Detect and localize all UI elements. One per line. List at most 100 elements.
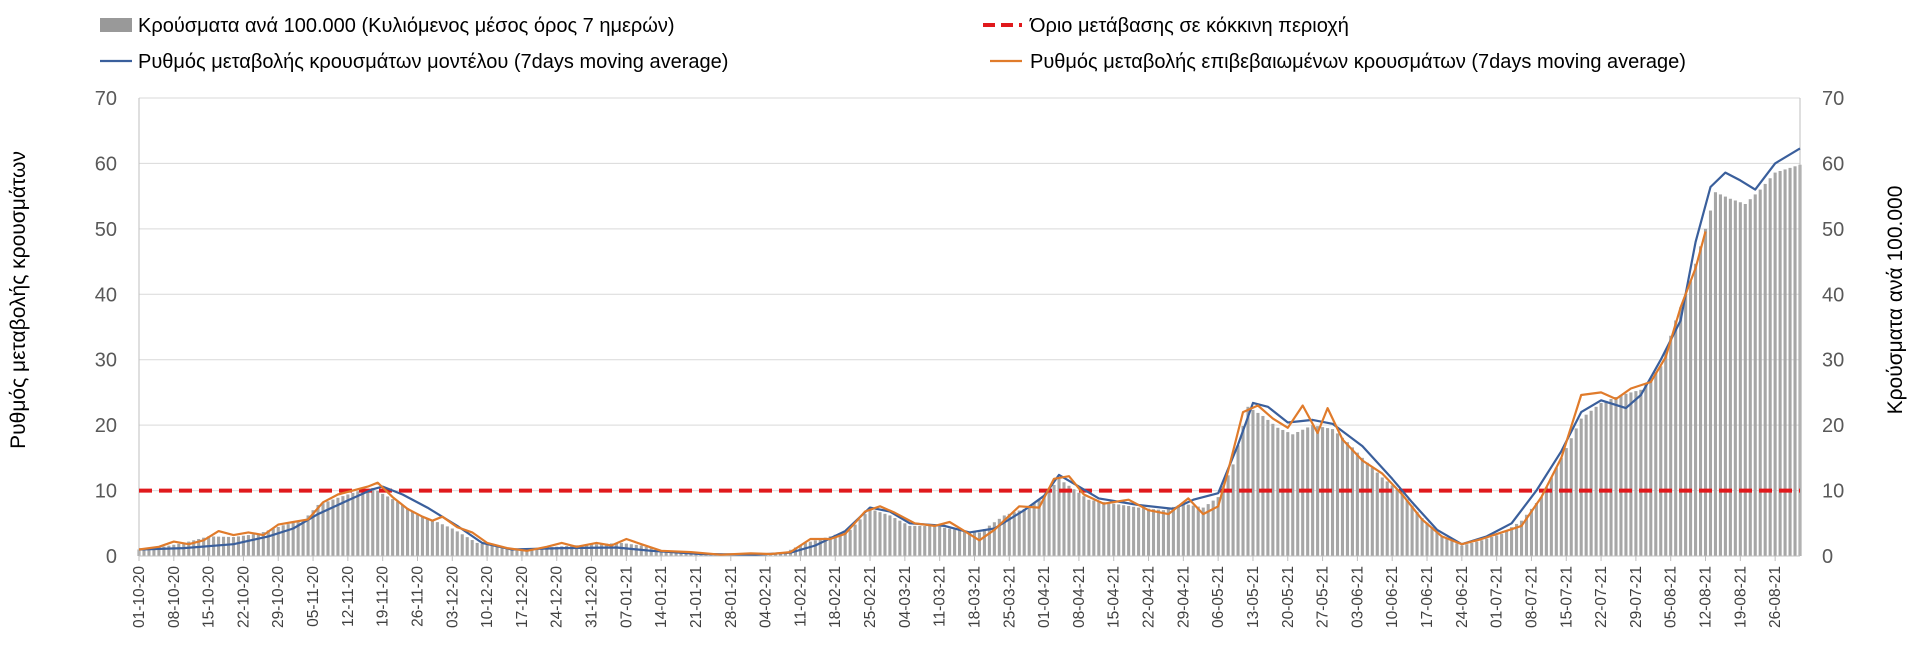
- x-tick-label-3: 22-10-20: [235, 566, 252, 628]
- bar-42: [346, 494, 350, 556]
- bar-256: [1410, 505, 1414, 556]
- bar-219: [1226, 475, 1230, 556]
- bar-267: [1465, 544, 1469, 556]
- bar-156: [913, 525, 917, 556]
- bar-75: [510, 548, 514, 556]
- bar-277: [1514, 523, 1519, 556]
- x-tick-label-27: 08-04-21: [1071, 566, 1088, 628]
- bar-252: [1390, 485, 1394, 556]
- bar-244: [1350, 447, 1354, 556]
- bar-161: [938, 526, 942, 556]
- bar-276: [1510, 527, 1514, 556]
- bar-287: [1564, 448, 1568, 556]
- bar-150: [883, 513, 887, 556]
- x-tick-label-14: 07-01-21: [618, 566, 635, 628]
- axes: [138, 98, 1801, 557]
- bar-series-cases-per-100k: [137, 164, 1802, 557]
- bar-143: [848, 529, 852, 556]
- bar-329: [1773, 172, 1777, 557]
- y-axis-right-title: Κρούσματα ανά 100.000: [1884, 186, 1907, 415]
- bar-92: [594, 544, 599, 556]
- bar-137: [818, 538, 822, 556]
- bar-285: [1554, 467, 1558, 556]
- legend-label-model-line: Ρυθμός μεταβολής κρουσμάτων μοντέλου (7d…: [138, 51, 728, 73]
- bar-6: [167, 545, 171, 556]
- bar-226: [1261, 415, 1265, 556]
- bar-258: [1420, 518, 1424, 556]
- bar-245: [1355, 452, 1359, 556]
- legend: Κρούσματα ανά 100.000 (Κυλιόμενος μέσος …: [100, 15, 1686, 73]
- bar-280: [1529, 508, 1533, 556]
- bar-93: [599, 543, 604, 556]
- x-tick-label-22: 04-03-21: [897, 566, 914, 628]
- bar-231: [1286, 432, 1290, 556]
- bar-241: [1335, 433, 1340, 556]
- bar-278: [1519, 520, 1524, 556]
- bar-218: [1221, 486, 1225, 556]
- bar-96: [614, 543, 618, 556]
- bar-213: [1196, 506, 1200, 556]
- bar-84: [555, 546, 559, 556]
- bar-40: [336, 497, 340, 556]
- bar-1: [142, 548, 146, 556]
- bar-175: [1007, 513, 1011, 556]
- bar-189: [1077, 492, 1081, 556]
- legend-item-threshold: Όριο μετάβασης σε κόκκινη περιοχή: [983, 15, 1349, 37]
- bar-54: [406, 508, 410, 556]
- bar-236: [1311, 425, 1315, 556]
- bar-88: [575, 545, 579, 556]
- bar-230: [1281, 429, 1285, 556]
- bar-217: [1216, 497, 1220, 556]
- bar-193: [1097, 501, 1101, 556]
- bar-158: [923, 525, 927, 556]
- bar-171: [987, 525, 991, 556]
- x-tick-label-8: 26-11-20: [410, 566, 427, 627]
- bar-177: [1017, 510, 1021, 556]
- bar-286: [1559, 457, 1563, 556]
- bar-140: [833, 534, 837, 556]
- bar-157: [918, 525, 922, 556]
- bar-227: [1266, 419, 1270, 556]
- bar-169: [977, 532, 981, 556]
- bar-326: [1758, 189, 1762, 556]
- bar-43: [351, 492, 355, 556]
- y-axis-left-ticks: 0 10 20 30 40 50 60 70: [95, 88, 117, 568]
- bar-45: [361, 490, 365, 556]
- bar-300: [1629, 392, 1633, 556]
- bar-164: [953, 529, 957, 556]
- bar-99: [629, 544, 633, 556]
- x-tick-label-12: 24-12-20: [549, 566, 566, 628]
- bar-167: [967, 531, 972, 556]
- bar-144: [853, 524, 857, 556]
- x-tick-label-37: 17-06-21: [1419, 566, 1436, 628]
- bar-206: [1161, 510, 1165, 556]
- bar-192: [1092, 500, 1096, 556]
- bar-3: [152, 547, 156, 556]
- bar-246: [1360, 457, 1364, 556]
- x-tick-label-40: 08-07-21: [1524, 566, 1541, 628]
- x-tick-label-42: 22-07-21: [1593, 566, 1610, 628]
- legend-item-bars: Κρούσματα ανά 100.000 (Κυλιόμενος μέσος …: [100, 15, 675, 37]
- bar-332: [1788, 167, 1792, 556]
- bar-85: [560, 546, 564, 556]
- y-axis-right-ticks: 0 10 20 30 40 50 60 70: [1822, 88, 1844, 568]
- bar-290: [1579, 418, 1583, 556]
- bar-72: [495, 546, 499, 556]
- series-line-3: [138, 231, 1707, 556]
- bar-53: [401, 504, 405, 556]
- bar-283: [1544, 487, 1548, 556]
- bar-194: [1102, 502, 1106, 556]
- bar-166: [962, 530, 967, 556]
- bar-205: [1156, 509, 1161, 556]
- bar-2: [147, 548, 151, 556]
- bar-325: [1753, 194, 1757, 556]
- bar-297: [1614, 397, 1618, 556]
- bar-249: [1375, 472, 1379, 556]
- bar-281: [1534, 503, 1538, 556]
- bar-197: [1117, 504, 1121, 556]
- y-tick-right-7: 70: [1822, 88, 1844, 110]
- bar-330: [1778, 171, 1782, 556]
- bar-254: [1400, 493, 1404, 556]
- bar-291: [1584, 414, 1588, 556]
